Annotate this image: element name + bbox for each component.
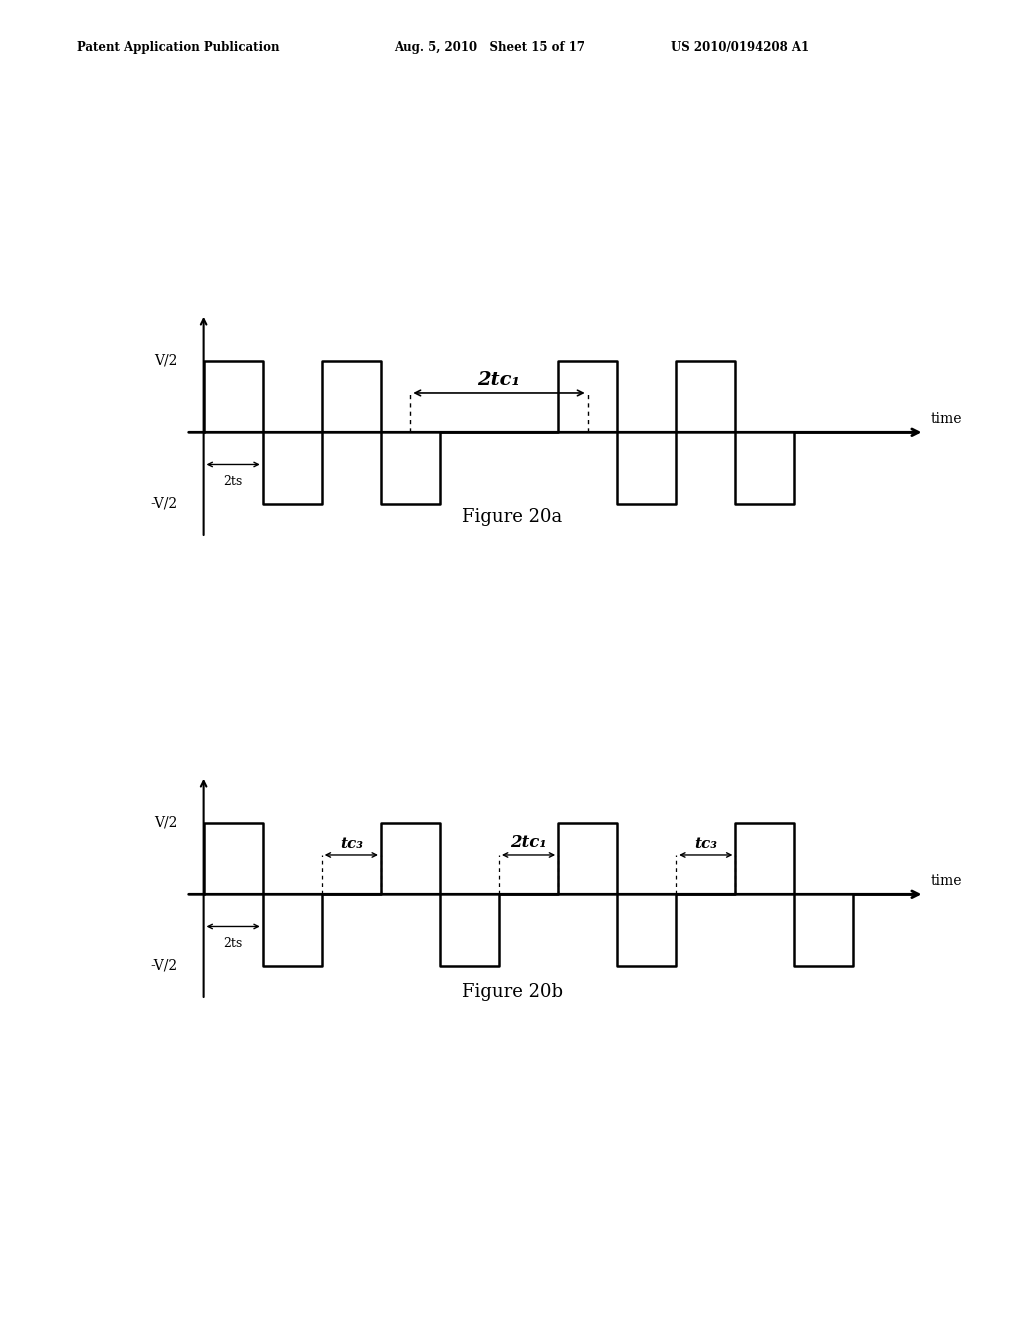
Text: -V/2: -V/2 [150,496,177,511]
Text: V/2: V/2 [154,816,177,830]
Text: Figure 20b: Figure 20b [462,983,562,1002]
Text: Aug. 5, 2010   Sheet 15 of 17: Aug. 5, 2010 Sheet 15 of 17 [394,41,586,54]
Text: tc₃: tc₃ [340,837,362,851]
Text: Patent Application Publication: Patent Application Publication [77,41,280,54]
Text: time: time [930,874,962,888]
Text: -V/2: -V/2 [150,958,177,973]
Text: 2tc₁: 2tc₁ [477,371,520,389]
Text: time: time [930,412,962,426]
Text: 2tc₁: 2tc₁ [510,834,547,851]
Text: tc₃: tc₃ [694,837,717,851]
Text: US 2010/0194208 A1: US 2010/0194208 A1 [671,41,809,54]
Text: V/2: V/2 [154,354,177,368]
Text: 2ts: 2ts [223,937,243,950]
Text: 2ts: 2ts [223,475,243,488]
Text: Figure 20a: Figure 20a [462,508,562,527]
